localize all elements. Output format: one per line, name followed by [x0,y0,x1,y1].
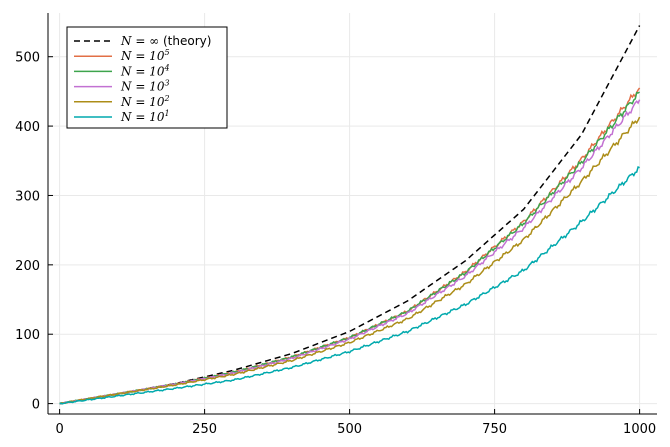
axes [47,13,657,415]
legend-label: N = 102 [120,94,170,109]
legend-label: N = 101 [120,109,170,124]
series-lines [59,25,641,405]
y-tick-label: 200 [15,259,40,274]
x-axis-ticks: 0 250 500 750 1000 [55,409,656,437]
x-tick-label: 500 [337,422,362,437]
y-axis-ticks: 0 100 200 300 400 500 [15,51,53,413]
y-tick-label: 100 [15,328,40,343]
legend-label: N = ∞ (theory) [120,34,211,48]
x-tick-label: 750 [482,422,507,437]
y-tick-label: 400 [15,120,40,135]
series-line [59,25,641,405]
series-line [59,116,641,405]
x-tick-label: 1000 [623,422,656,437]
x-tick-label: 250 [192,422,217,437]
series-line [59,165,640,405]
y-tick-label: 300 [15,189,40,204]
legend-label: N = 105 [120,48,170,63]
legend-label: N = 103 [120,79,170,94]
legend-label: N = 104 [120,63,170,78]
y-tick-label: 500 [15,51,40,66]
legend-box [66,26,228,129]
y-tick-label: 0 [32,398,40,413]
x-tick-label: 0 [55,422,63,437]
